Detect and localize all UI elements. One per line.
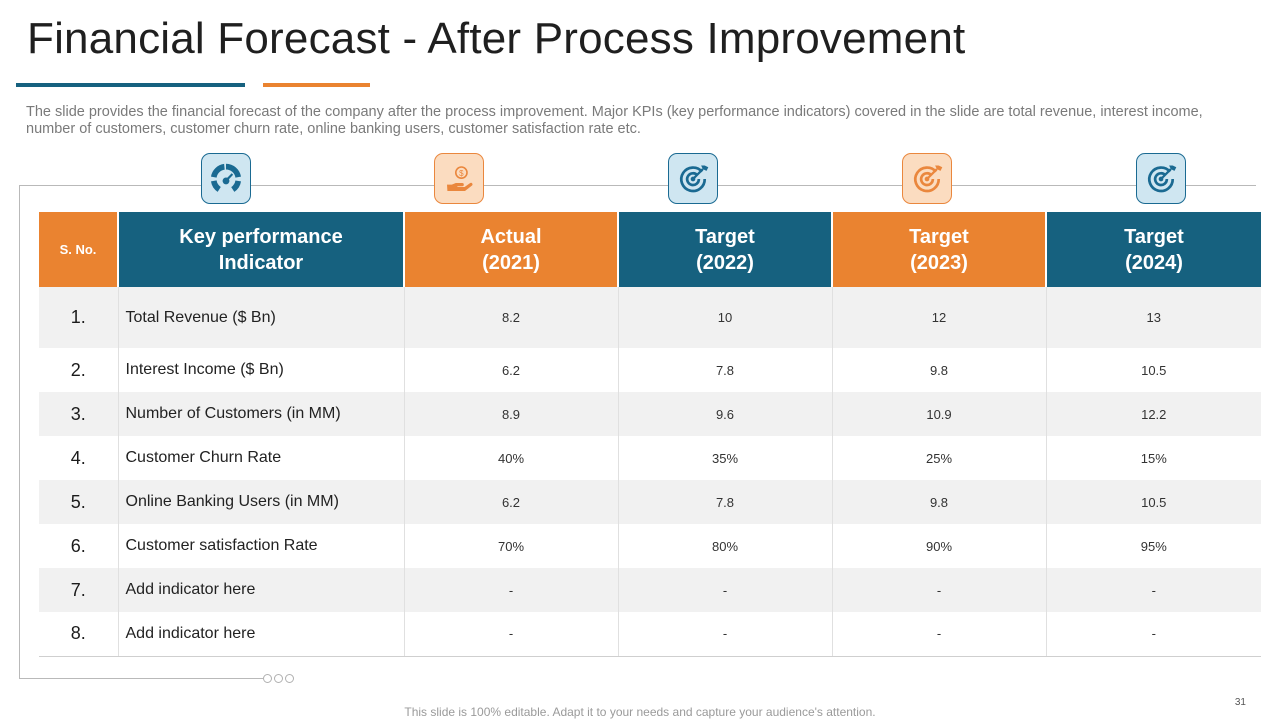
page-number: 31 [1234,697,1246,708]
header-target-2024: Target (2024) [1045,212,1261,287]
value-cell: 70% [403,524,618,568]
value-cell: 7.8 [617,480,832,524]
value-cell: 40% [403,436,618,480]
value-cell: 9.8 [831,480,1046,524]
kpi-name: Online Banking Users (in MM) [117,480,404,524]
row-number: 5. [39,480,118,524]
kpi-name: Total Revenue ($ Bn) [117,287,404,348]
kpi-name: Interest Income ($ Bn) [117,348,404,392]
table-row: 6. Customer satisfaction Rate 70% 80% 90… [39,524,1261,568]
value-cell: 10 [617,287,832,348]
title-underline-blue [16,83,245,87]
header-col3-line2: (2023) [910,251,968,274]
header-col1-line1: Actual [480,225,542,248]
speedometer-icon [201,153,251,204]
money-hand-icon: $ [434,153,484,204]
header-kpi-line1: Key performance [179,225,343,248]
value-cell: 6.2 [403,348,618,392]
value-cell: - [831,612,1046,657]
target-icon [902,153,952,204]
footer-note: This slide is 100% editable. Adapt it to… [404,705,876,719]
table-row: 2. Interest Income ($ Bn) 6.2 7.8 9.8 10… [39,348,1261,392]
table-frame-bottom-line [19,678,263,679]
value-cell: 15% [1045,436,1261,480]
slide-title: Financial Forecast - After Process Impro… [27,14,966,63]
value-cell: 8.9 [403,392,618,436]
header-col3-line1: Target [909,225,969,248]
frame-dots [263,674,294,683]
table-header-row: S. No. Key performance Indicator Actual … [39,212,1261,287]
kpi-name: Add indicator here [117,612,404,657]
value-cell: - [403,612,618,657]
frame-dot [274,674,283,683]
value-cell: - [831,568,1046,612]
header-target-2022: Target (2022) [617,212,832,287]
value-cell: 80% [617,524,832,568]
table-row: 1. Total Revenue ($ Bn) 8.2 10 12 13 [39,287,1261,348]
title-underline-orange [263,83,370,87]
kpi-name: Customer satisfaction Rate [117,524,404,568]
value-cell: 12.2 [1045,392,1261,436]
row-number: 3. [39,392,118,436]
value-cell: 7.8 [617,348,832,392]
value-cell: 35% [617,436,832,480]
header-kpi: Key performance Indicator [117,212,404,287]
value-cell: 25% [831,436,1046,480]
frame-dot [285,674,294,683]
value-cell: 9.8 [831,348,1046,392]
table-frame [19,185,1256,679]
header-sno: S. No. [39,212,118,287]
value-cell: 12 [831,287,1046,348]
header-col2-line2: (2022) [696,251,754,274]
row-number: 8. [39,612,118,657]
value-cell: - [617,612,832,657]
table-row: 8. Add indicator here - - - - [39,612,1261,657]
kpi-table: S. No. Key performance Indicator Actual … [39,212,1261,657]
header-kpi-line2: Indicator [218,251,304,274]
value-cell: 90% [831,524,1046,568]
kpi-name: Customer Churn Rate [117,436,404,480]
value-cell: 9.6 [617,392,832,436]
row-number: 4. [39,436,118,480]
target-icon [668,153,718,204]
value-cell: 10.5 [1045,480,1261,524]
row-number: 6. [39,524,118,568]
frame-dot [263,674,272,683]
row-number: 2. [39,348,118,392]
table-row: 7. Add indicator here - - - - [39,568,1261,612]
target-icon [1136,153,1186,204]
value-cell: 95% [1045,524,1261,568]
value-cell: 13 [1045,287,1261,348]
table-row: 5. Online Banking Users (in MM) 6.2 7.8 … [39,480,1261,524]
kpi-name: Add indicator here [117,568,404,612]
header-col2-line1: Target [695,225,755,248]
value-cell: - [1045,568,1261,612]
table-row: 4. Customer Churn Rate 40% 35% 25% 15% [39,436,1261,480]
value-cell: 6.2 [403,480,618,524]
value-cell: 10.5 [1045,348,1261,392]
header-target-2023: Target (2023) [831,212,1046,287]
row-number: 1. [39,287,118,348]
svg-text:$: $ [459,168,464,177]
value-cell: 8.2 [403,287,618,348]
table-row: 3. Number of Customers (in MM) 8.9 9.6 1… [39,392,1261,436]
value-cell: 10.9 [831,392,1046,436]
row-number: 7. [39,568,118,612]
header-col4-line1: Target [1124,225,1184,248]
kpi-name: Number of Customers (in MM) [117,392,404,436]
header-col1-line2: (2021) [482,251,540,274]
slide-description: The slide provides the financial forecas… [26,104,1203,137]
value-cell: - [1045,612,1261,657]
value-cell: - [617,568,832,612]
value-cell: - [403,568,618,612]
header-actual-2021: Actual (2021) [403,212,618,287]
header-col4-line2: (2024) [1125,251,1183,274]
